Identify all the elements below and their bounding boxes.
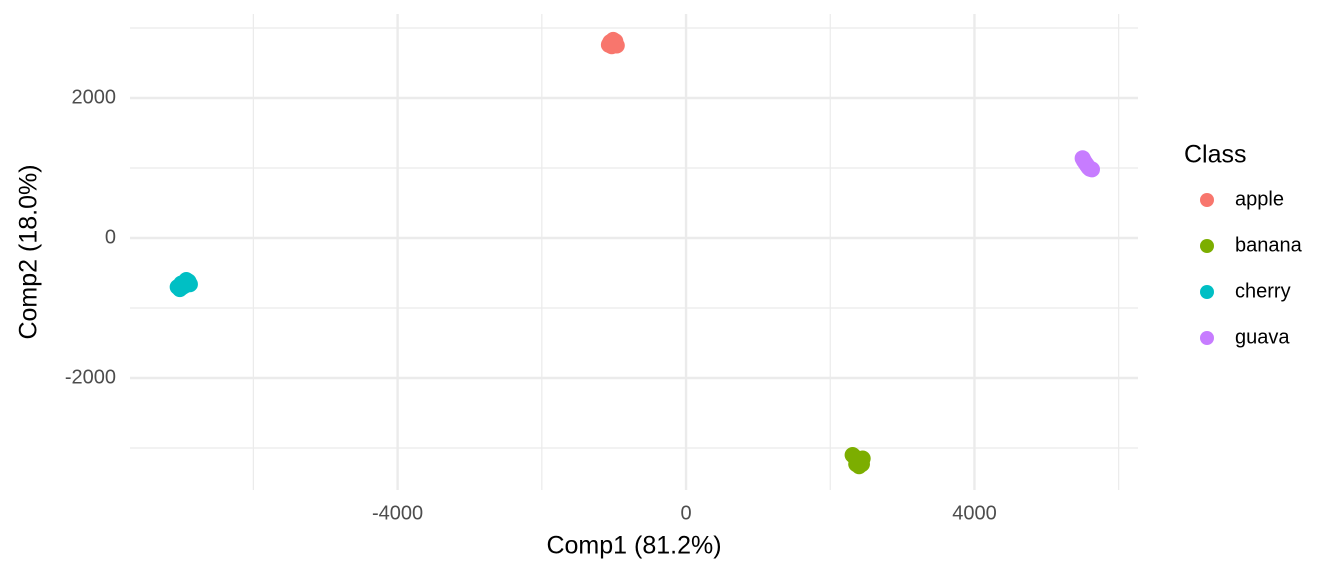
legend-label: banana: [1235, 234, 1303, 256]
point: [1075, 151, 1092, 168]
x-tick-label: -4000: [372, 502, 423, 524]
y-axis-title: Comp2 (18.0%): [15, 164, 43, 339]
legend-marker: [1200, 285, 1214, 299]
legend-label: guava: [1235, 326, 1290, 348]
legend-title: Class: [1184, 141, 1247, 169]
legend-label: apple: [1235, 188, 1284, 210]
y-tick-label: -2000: [65, 366, 116, 388]
point: [853, 456, 870, 473]
legend-label: cherry: [1235, 280, 1291, 302]
point: [174, 279, 191, 295]
legend-marker: [1200, 193, 1214, 207]
x-tick-label: 4000: [952, 502, 997, 524]
y-tick-label: 0: [105, 226, 116, 248]
x-tick-label: 0: [680, 502, 691, 524]
x-axis-title: Comp1 (81.2%): [546, 532, 721, 560]
point: [603, 34, 620, 51]
legend-marker: [1200, 331, 1214, 345]
grid: [130, 14, 1138, 490]
y-tick-label: 2000: [72, 86, 117, 108]
legend-marker: [1200, 239, 1214, 253]
